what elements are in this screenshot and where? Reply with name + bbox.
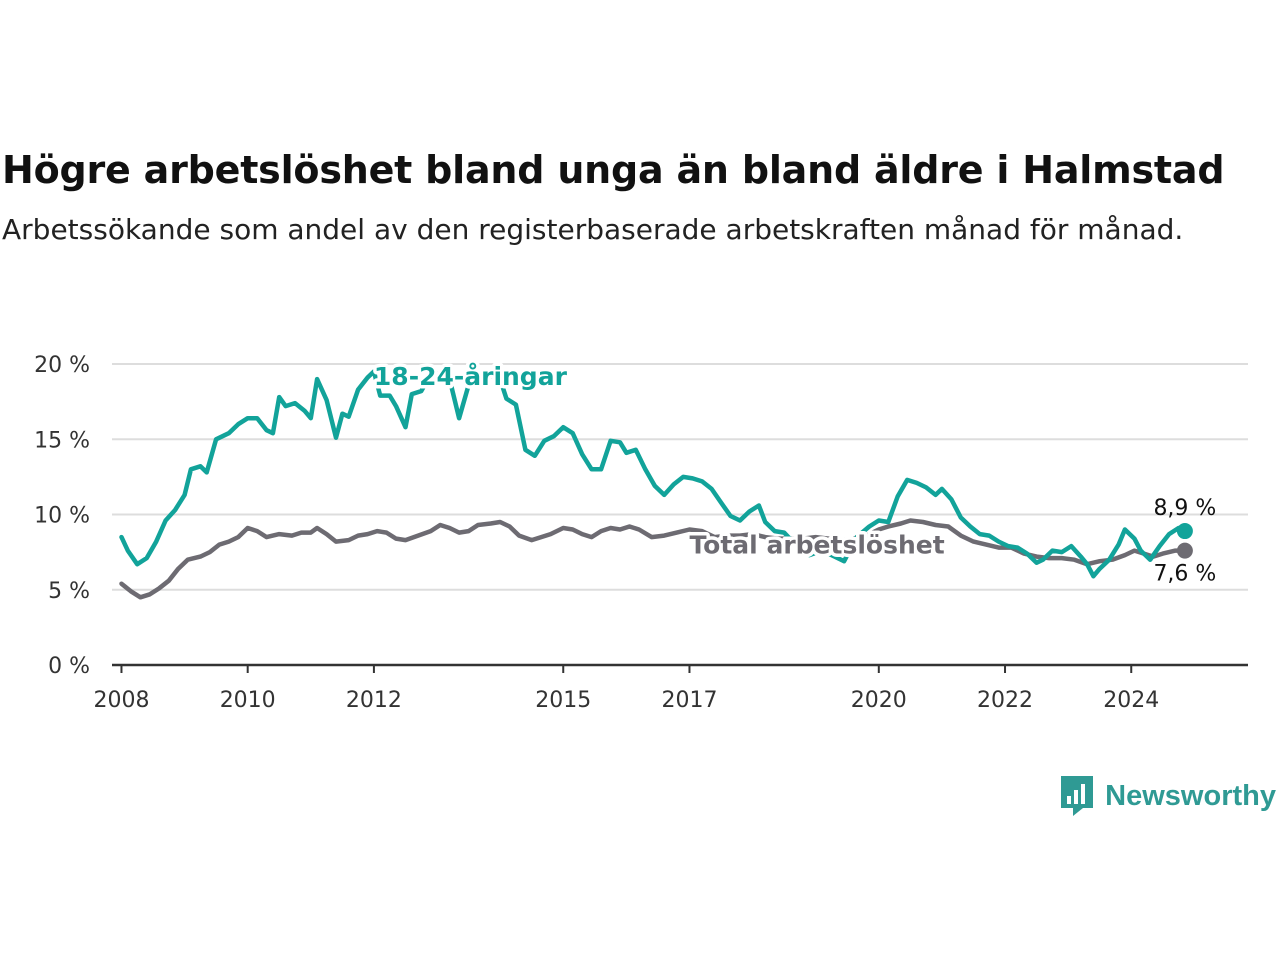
chart-title: Högre arbetslöshet bland unga än bland ä… bbox=[2, 148, 1225, 192]
total-series-line bbox=[119, 518, 1188, 600]
youth-series-label: 18-24-åringar bbox=[374, 362, 568, 391]
x-tick-label: 2024 bbox=[1103, 688, 1159, 713]
chart-subtitle: Arbetssökande som andel av den registerb… bbox=[2, 213, 1184, 246]
x-tick-label: 2010 bbox=[220, 688, 276, 713]
x-tick-label: 2017 bbox=[661, 688, 717, 713]
total-end-point bbox=[1176, 542, 1193, 559]
y-tick-label: 5 % bbox=[48, 579, 90, 604]
newsworthy-logo-icon bbox=[1061, 776, 1094, 816]
x-tick-label: 2015 bbox=[535, 688, 591, 713]
y-tick-label: 0 % bbox=[48, 654, 90, 679]
y-tick-label: 15 % bbox=[34, 428, 90, 453]
series-lines bbox=[119, 369, 1193, 600]
youth-series-line bbox=[119, 369, 1188, 579]
youth-end-value-label: 8,9 % bbox=[1153, 496, 1216, 521]
y-axis-ticks: 0 % 5 % 10 % 15 % 20 % bbox=[34, 353, 90, 679]
total-end-value-label: 7,6 % bbox=[1153, 562, 1216, 587]
y-tick-label: 10 % bbox=[34, 504, 90, 529]
y-tick-label: 20 % bbox=[34, 353, 90, 378]
x-axis-ticks: 2008 2010 2012 2015 2017 2020 2022 2024 bbox=[93, 665, 1159, 713]
x-tick-label: 2012 bbox=[346, 688, 402, 713]
x-tick-label: 2008 bbox=[93, 688, 149, 713]
brand-name: Newsworthy bbox=[1105, 779, 1276, 812]
x-tick-label: 2020 bbox=[851, 688, 907, 713]
total-series-label: Total arbetslöshet bbox=[689, 531, 944, 560]
youth-end-point bbox=[1176, 523, 1193, 540]
newsworthy-brand: Newsworthy bbox=[1059, 774, 1276, 818]
line-chart: 0 %5 %10 %15 %20 % 2008 2010 2012 2015 2017 2… bbox=[34, 353, 1248, 713]
series-labels: 18-24-åringar Total arbetslöshet 8,9 % 7,6 … bbox=[370, 359, 1216, 587]
gridlines bbox=[112, 363, 1248, 591]
x-tick-label: 2022 bbox=[977, 688, 1033, 713]
